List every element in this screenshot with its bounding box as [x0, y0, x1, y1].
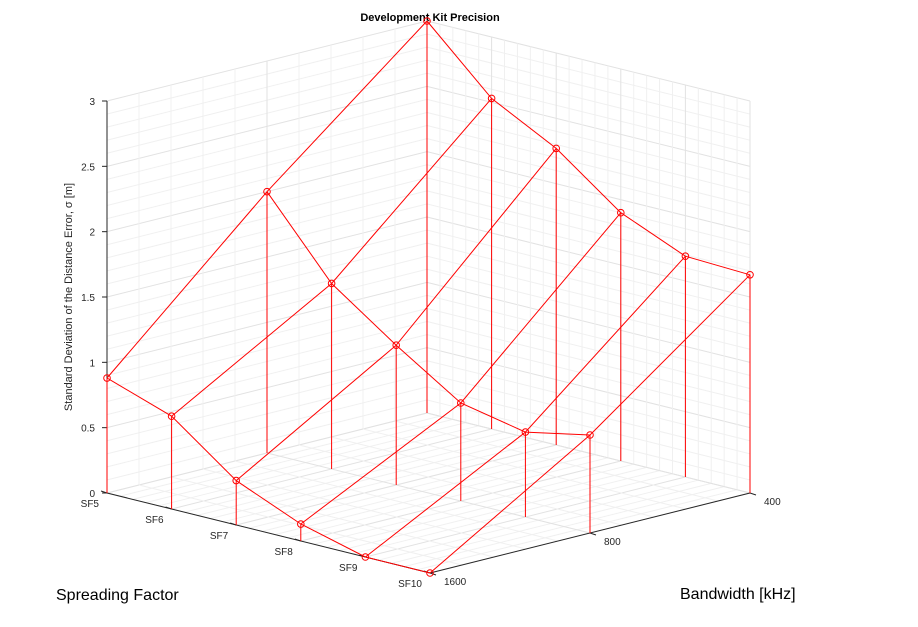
z-tick-label: 0.5: [81, 424, 95, 435]
y-tick: [589, 532, 597, 536]
wall-gridline: [426, 164, 751, 246]
mesh-line-bw: [300, 212, 622, 525]
data-point: [327, 279, 336, 288]
wall-gridline: [426, 216, 751, 298]
mesh-stems: [106, 21, 751, 541]
wall-gridline: [426, 386, 751, 468]
data-point: [232, 476, 240, 485]
z-tick-labels: 0 0.5 1 1.5 2 2.5 3: [81, 97, 95, 500]
y-tick-labels: 400 800 1600: [444, 497, 781, 588]
wall-gridline: [426, 268, 751, 350]
grid-back-wall-right: [426, 20, 751, 494]
floor-gridline: [362, 428, 687, 510]
mesh-markers: [103, 17, 754, 577]
wall-gridline: [426, 229, 751, 311]
wall-gridline: [426, 255, 751, 337]
data-point: [552, 144, 561, 153]
floor-gridline: [170, 476, 495, 558]
x-tick-label: SF5: [81, 499, 100, 510]
z-tick-label: 0: [89, 489, 95, 500]
floor-gridline: [266, 452, 591, 534]
x-axis-label: Spreading Factor: [56, 587, 179, 604]
z-tick-label: 1.5: [81, 293, 95, 304]
z-tick-label: 3: [89, 97, 95, 108]
x-tick-label: SF6: [145, 515, 164, 526]
x-tick-label: SF10: [398, 579, 422, 590]
wall-gridline: [426, 125, 751, 207]
mesh-line-sf: [426, 20, 751, 276]
chart-title: Development Kit Precision: [360, 12, 500, 24]
data-point: [617, 208, 625, 217]
data-point: [361, 553, 370, 561]
wall-gridline: [426, 151, 751, 233]
mesh-line-bw: [429, 274, 751, 574]
wall-gridline: [426, 33, 751, 115]
wall-gridline: [426, 281, 751, 363]
wall-gridline: [426, 321, 751, 403]
z-tick-label: 2: [89, 228, 95, 239]
wall-gridline: [426, 98, 751, 180]
x-tick: [230, 522, 237, 526]
x-tick: [294, 538, 301, 542]
wall-gridline: [426, 59, 751, 141]
floor-gridline: [394, 420, 719, 502]
wall-gridline: [426, 85, 751, 167]
mesh-line-bw: [235, 148, 557, 481]
wall-gridline: [426, 190, 751, 272]
wall-gridline: [426, 242, 751, 324]
y-axis-label: Bandwidth [kHz]: [680, 586, 796, 603]
wall-gridline: [426, 111, 751, 193]
data-point: [457, 399, 465, 407]
x-tick-label: SF8: [274, 547, 293, 558]
wall-gridline: [426, 203, 751, 285]
data-point: [586, 431, 594, 439]
x-tick: [100, 490, 108, 494]
mesh-line-sf: [106, 377, 431, 574]
data-point: [487, 94, 496, 103]
z-tick-label: 1: [89, 358, 95, 369]
wall-gridline: [426, 177, 751, 259]
y-tick-label: 800: [604, 537, 621, 548]
mesh-lines: [106, 20, 751, 574]
data-point: [392, 341, 401, 349]
data-point: [521, 428, 530, 436]
data-point: [426, 569, 434, 577]
wall-gridline: [426, 20, 751, 102]
wall-gridline: [426, 347, 751, 429]
wall-gridline: [426, 360, 751, 442]
mesh-line-bw: [365, 255, 686, 558]
y-tick-label: 1600: [444, 577, 467, 588]
wall-gridline: [426, 72, 751, 154]
y-tick: [749, 492, 757, 496]
mesh-line-bw: [171, 98, 492, 417]
x-tick-labels: SF5 SF6 SF7 SF8 SF9 SF10: [81, 499, 423, 590]
floor-gridline: [234, 460, 559, 542]
x-tick: [165, 506, 172, 510]
data-point: [263, 187, 271, 196]
z-tick-label: 2.5: [81, 162, 95, 173]
wall-gridline: [426, 307, 751, 389]
data-point: [167, 412, 176, 421]
data-point: [681, 252, 690, 260]
wall-gridline: [426, 294, 751, 376]
x-tick-label: SF9: [339, 563, 358, 574]
mesh-line-bw: [106, 20, 428, 379]
data-point: [423, 17, 431, 25]
wall-gridline: [426, 46, 751, 128]
mesh-line-sf: [266, 191, 591, 436]
floor-gridline: [330, 436, 655, 518]
data-point: [746, 270, 754, 279]
z-axis-label: Standard Deviation of the Distance Error…: [63, 183, 75, 411]
data-point: [103, 374, 111, 382]
wall-gridline: [426, 399, 751, 481]
x-tick-label: SF7: [210, 531, 229, 542]
y-tick-label: 400: [764, 497, 781, 508]
floor-gridline: [202, 468, 527, 550]
wall-gridline: [426, 373, 751, 455]
data-point: [297, 520, 305, 528]
floor-gridline: [426, 412, 751, 494]
wall-gridline: [426, 334, 751, 416]
wall-gridline: [426, 138, 751, 220]
